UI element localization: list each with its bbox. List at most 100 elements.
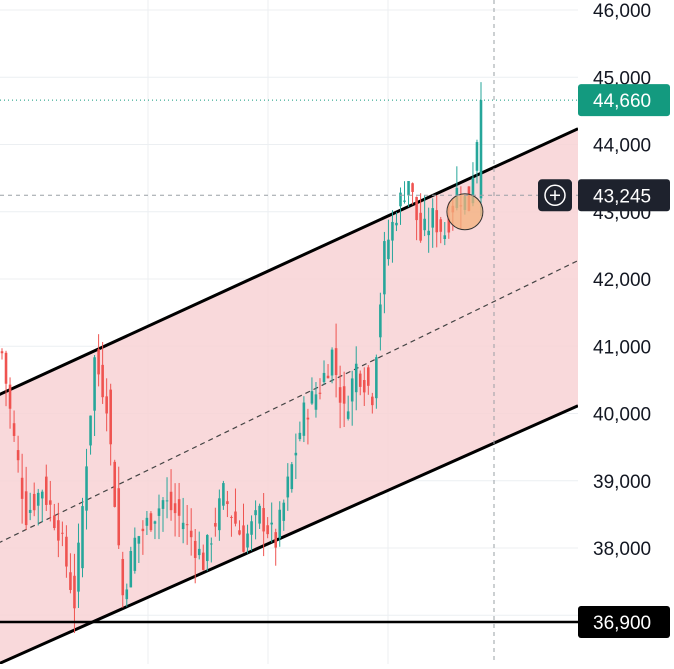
candle-body (117, 488, 121, 546)
candle-body (113, 461, 116, 507)
candle-body (97, 349, 100, 375)
candle-body (169, 491, 173, 511)
candle-body (81, 506, 84, 569)
candle-body (214, 523, 217, 527)
candle-body (250, 521, 253, 535)
candle-body (447, 218, 451, 233)
candle-body (105, 396, 108, 414)
candle-body (403, 200, 406, 202)
candle-body (246, 533, 249, 548)
candle-body (157, 508, 161, 516)
candle-body (161, 500, 165, 509)
price-badge-text: 44,660 (593, 91, 651, 112)
channel-fill (0, 128, 578, 664)
y-tick-label: 41,000 (593, 337, 651, 358)
candle-body (334, 348, 338, 376)
overlays (0, 0, 578, 664)
price-labels: 44,660 43,245 36,900 (538, 84, 670, 638)
candle-body (258, 505, 261, 524)
candle-body (302, 402, 306, 436)
candle-body (121, 558, 125, 596)
candle-body (306, 417, 310, 420)
candle-body (431, 208, 434, 228)
candle-body (189, 530, 193, 538)
candle-body (350, 378, 354, 402)
candle-body (24, 491, 28, 526)
candle-body (242, 525, 245, 552)
highlight-circle (446, 193, 484, 231)
candle-body (230, 516, 233, 518)
candle-body (181, 522, 185, 530)
candle-body (391, 221, 394, 241)
y-tick-label: 42,000 (593, 270, 651, 291)
y-tick-label: 40,000 (593, 405, 651, 426)
candle-body (367, 367, 370, 386)
candle-body (109, 389, 112, 445)
candle-body (471, 177, 475, 204)
candle-body (475, 142, 479, 171)
candle-body (254, 510, 257, 516)
candle-body (415, 196, 418, 221)
candle-body (439, 219, 443, 232)
candle-body (73, 575, 76, 609)
candle-body (218, 498, 221, 531)
candle-body (226, 501, 229, 505)
candle-body (270, 522, 273, 525)
price-badge-text: 36,900 (593, 613, 651, 634)
candle-body (210, 543, 213, 545)
price-badge-bg (578, 605, 670, 638)
candle-body (310, 391, 314, 404)
y-tick-label: 38,000 (593, 539, 651, 560)
candle-body (435, 210, 439, 233)
candle-body (137, 536, 141, 544)
candle-body (338, 387, 342, 403)
candle-body (262, 508, 265, 532)
candle-body (427, 230, 430, 236)
last-price-label: 44,660 (578, 84, 670, 117)
candle-body (28, 509, 32, 513)
candle-body (383, 241, 386, 295)
candle-body (40, 491, 44, 499)
candle-body (274, 532, 278, 548)
candle-body (149, 513, 153, 531)
price-badge-bg (578, 179, 670, 212)
candle-body (185, 524, 189, 526)
y-tick-label: 39,000 (593, 472, 651, 493)
candle-body (85, 466, 88, 511)
candle-body (326, 375, 330, 379)
candle-body (165, 500, 169, 502)
candle-body (411, 183, 414, 192)
candle-body (65, 536, 68, 567)
candle-body (238, 530, 241, 535)
candle-body (61, 532, 64, 534)
candle-body (282, 502, 286, 521)
candle-body (330, 349, 334, 376)
candle-body (205, 535, 209, 562)
candle-body (101, 364, 104, 398)
candle-body (177, 499, 181, 516)
candle-body (322, 372, 326, 383)
candle-body (8, 384, 12, 409)
candle-body (44, 476, 48, 505)
y-tick-label: 45,000 (593, 68, 651, 89)
parallel-channel[interactable] (0, 127, 578, 664)
candle-body (193, 540, 197, 558)
candle-body (479, 100, 483, 199)
candle-body (286, 476, 290, 498)
candle-body (419, 212, 422, 241)
candle-body (32, 493, 36, 511)
candle-body (201, 552, 205, 570)
candle-body (443, 235, 447, 240)
price-badge-bg (578, 84, 670, 117)
candle-body (278, 509, 282, 539)
candle-body (173, 503, 177, 514)
candle-body (290, 464, 294, 490)
candle-body (141, 528, 145, 532)
candle-body (266, 525, 269, 535)
candle-body (234, 511, 237, 524)
candle-body (358, 373, 362, 387)
candle-body (395, 222, 398, 226)
candle-body (145, 517, 149, 526)
